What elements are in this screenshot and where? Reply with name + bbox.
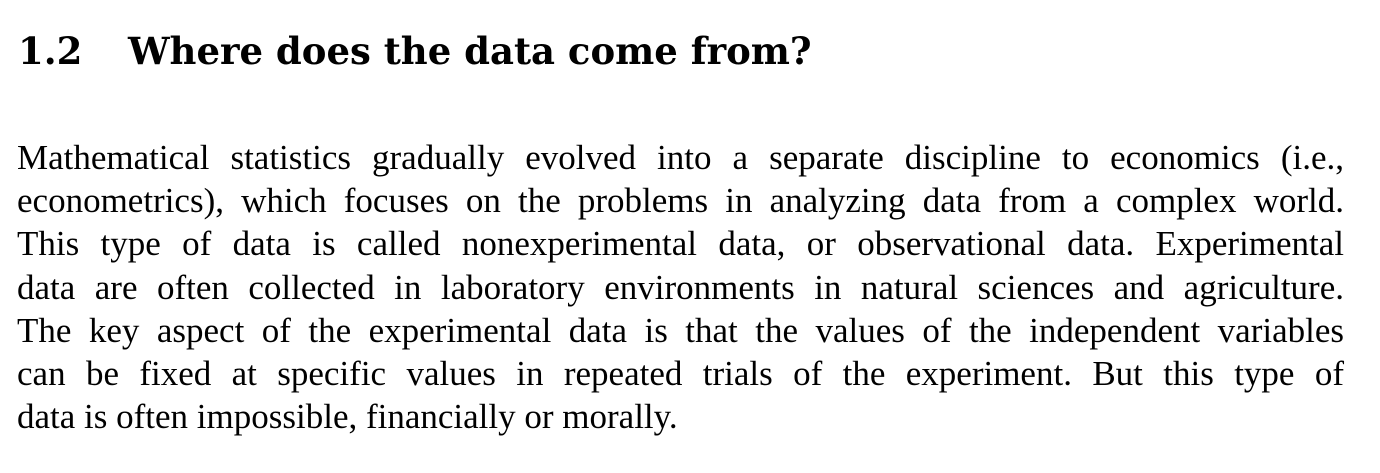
section-heading: 1.2 Where does the data come from? [18,26,812,76]
paragraph-line: data is often impossible, financially or… [17,397,678,437]
paragraph-line: can be fixed at specific values in repea… [17,353,1344,393]
paragraph-line: Mathematical statistics gradually evolve… [17,138,1344,177]
paragraph-line: The key aspect of the experimental data … [17,310,1344,350]
paragraph-line: data are often collected in laboratory e… [17,267,1344,307]
paragraph-line: econometrics), which focuses on the prob… [17,181,1344,221]
section-number: 1.2 [18,29,83,73]
section-title: Where does the data come from? [128,29,812,73]
body-paragraph: Mathematical statistics gradually evolve… [17,136,1344,438]
paragraph-line: This type of data is called nonexperimen… [17,224,1344,264]
